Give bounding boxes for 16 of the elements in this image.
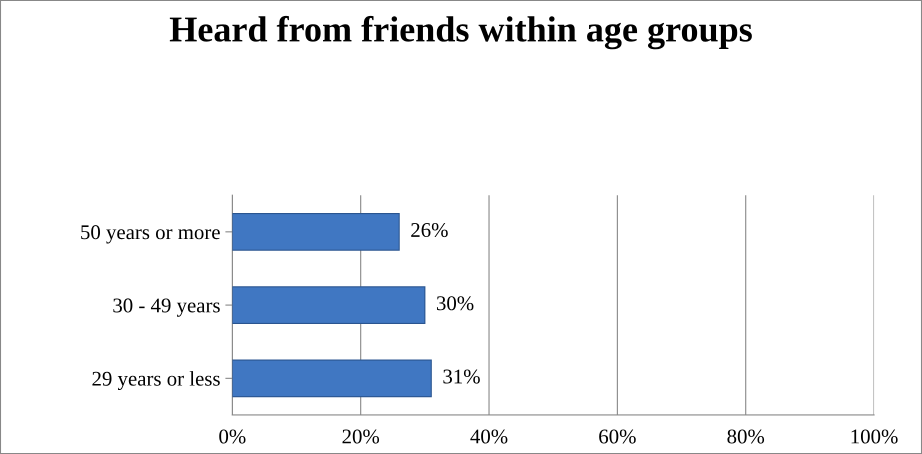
data-label: 26% <box>411 223 448 238</box>
bar <box>232 359 432 398</box>
y-tick-label: 30 - 49 years <box>113 298 220 317</box>
bar <box>232 286 426 324</box>
chart-title: Heard from friends within age groups <box>170 16 752 50</box>
data-label: 31% <box>443 369 480 384</box>
x-tick-label: 0% <box>219 429 246 444</box>
y-tick-label: 50 years or more <box>81 225 220 244</box>
x-tick-label: 60% <box>599 429 636 444</box>
x-tick-label: 20% <box>342 429 380 444</box>
data-label: 30% <box>436 296 474 310</box>
bar <box>232 212 400 251</box>
y-tick-label: 29 years or less <box>92 371 220 390</box>
x-tick-label: 100% <box>852 429 898 444</box>
x-tick-label: 80% <box>727 429 764 444</box>
x-tick-label: 40% <box>470 429 508 444</box>
